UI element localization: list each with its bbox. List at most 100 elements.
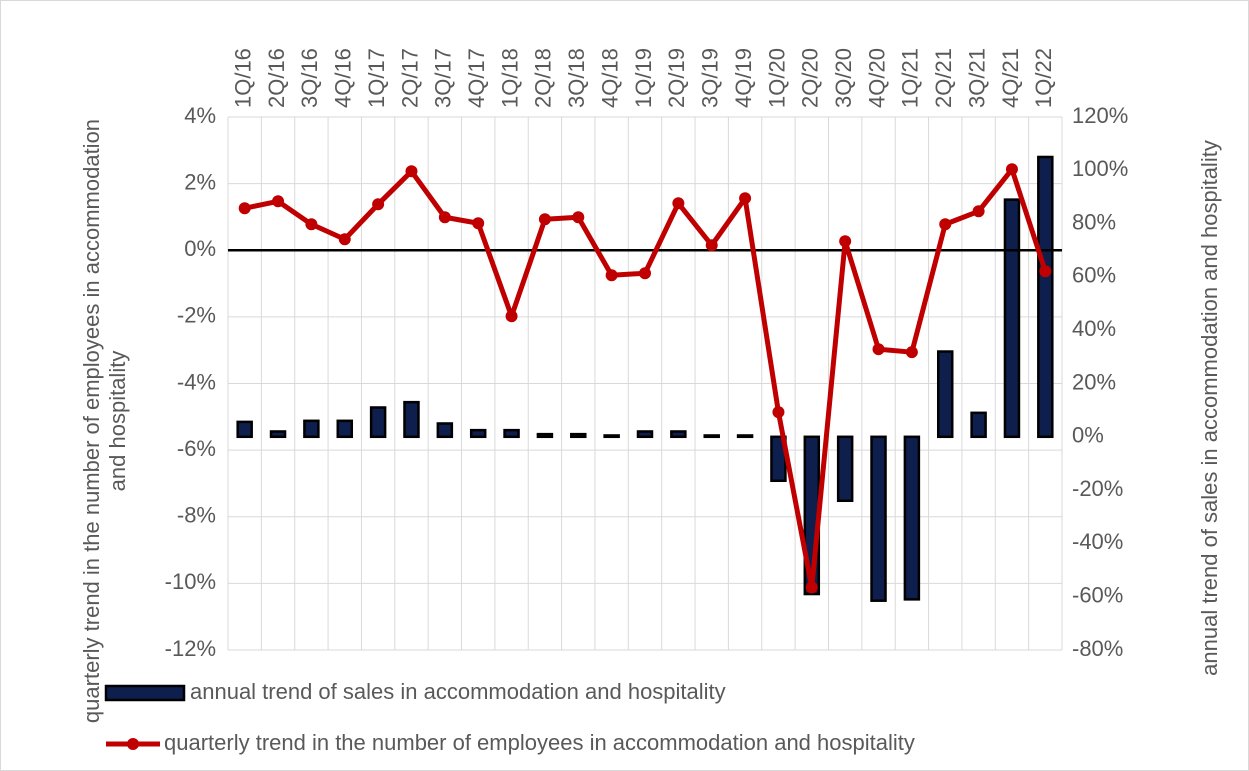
- line-marker: [805, 581, 818, 594]
- line-marker: [972, 205, 985, 218]
- y-tick-label: -10%: [165, 569, 216, 594]
- y2-tick-label: 80%: [1072, 209, 1116, 234]
- y2-tick-label: 20%: [1072, 369, 1116, 394]
- line-marker: [372, 198, 385, 211]
- bar: [603, 434, 620, 439]
- x-tick-label: 2Q/19: [664, 48, 689, 108]
- line-marker: [405, 165, 418, 178]
- x-tick-label: 1Q/19: [631, 48, 656, 108]
- x-tick-label: 4Q/16: [331, 48, 356, 108]
- line-marker: [905, 346, 918, 359]
- x-tick-label: 2Q/21: [931, 48, 956, 108]
- x-tick-label: 3Q/21: [964, 48, 989, 108]
- x-tick-label: 4Q/18: [597, 48, 622, 108]
- line-marker: [338, 233, 351, 246]
- x-tick-label: 3Q/16: [297, 48, 322, 108]
- x-tick-label: 1Q/18: [497, 48, 522, 108]
- y-tick-label: -12%: [165, 636, 216, 661]
- y2-tick-label: 0%: [1072, 423, 1104, 448]
- y2-tick-label: -80%: [1072, 636, 1123, 661]
- y2-tick-label: 40%: [1072, 316, 1116, 341]
- x-tick-label: 3Q/20: [831, 48, 856, 108]
- line-marker: [1039, 265, 1052, 278]
- x-tick-label: 3Q/18: [564, 48, 589, 108]
- bar: [936, 350, 954, 439]
- line-marker: [739, 192, 752, 205]
- legend-label: annual trend of sales in accommodation a…: [190, 679, 726, 704]
- x-tick-label: 1Q/22: [1031, 48, 1056, 108]
- bar: [703, 434, 720, 439]
- x-tick-label: 4Q/17: [464, 48, 489, 108]
- y2-tick-label: 120%: [1072, 103, 1128, 128]
- bar: [970, 411, 987, 439]
- line-marker: [872, 343, 885, 356]
- y2-tick-label: -60%: [1072, 583, 1123, 608]
- x-tick-label: 2Q/17: [397, 48, 422, 108]
- y2-tick-label: 100%: [1072, 156, 1128, 181]
- line-marker: [939, 218, 952, 231]
- legend-swatch-marker: [127, 738, 139, 750]
- y-tick-label: -4%: [177, 369, 216, 394]
- x-tick-label: 2Q/16: [264, 48, 289, 108]
- bar: [269, 430, 287, 439]
- y-tick-label: 2%: [184, 169, 216, 194]
- x-tick-label: 1Q/17: [364, 48, 389, 108]
- y2-tick-label: -20%: [1072, 476, 1123, 501]
- x-tick-label: 1Q/21: [898, 48, 923, 108]
- line-marker: [572, 211, 585, 224]
- bar: [570, 432, 587, 439]
- line-marker: [505, 310, 518, 323]
- y-tick-label: 4%: [184, 103, 216, 128]
- line-marker: [472, 217, 485, 230]
- line-marker: [772, 406, 785, 419]
- y-axis-label: quarterly trend in the number of employe…: [79, 118, 130, 724]
- line-marker: [639, 267, 651, 280]
- bar: [469, 428, 487, 439]
- line-marker: [438, 211, 451, 224]
- legend-swatch: [104, 684, 186, 702]
- bar: [236, 420, 253, 439]
- bar: [369, 406, 387, 439]
- line-marker: [538, 213, 551, 226]
- y-tick-label: 0%: [184, 236, 216, 261]
- bar: [1037, 155, 1054, 439]
- line-marker: [272, 195, 285, 208]
- line-marker: [238, 202, 251, 215]
- line-marker: [1005, 163, 1018, 176]
- line-marker: [705, 239, 718, 252]
- line-marker: [305, 218, 318, 231]
- y2-tick-label: 60%: [1072, 263, 1116, 288]
- bar: [636, 430, 654, 439]
- bar: [436, 422, 454, 439]
- x-tick-label: 3Q/19: [698, 48, 723, 108]
- bar: [903, 435, 921, 601]
- line-marker: [605, 269, 618, 282]
- x-tick-label: 2Q/18: [531, 48, 556, 108]
- y2-tick-label: -40%: [1072, 529, 1123, 554]
- bar: [870, 435, 887, 602]
- y-tick-label: -6%: [177, 436, 216, 461]
- x-tick-label: 3Q/17: [431, 48, 456, 108]
- y2-axis-label: annual trend of sales in accommodation a…: [1197, 140, 1222, 676]
- bar: [403, 400, 420, 439]
- y-tick-label: -2%: [177, 303, 216, 328]
- bar: [536, 432, 554, 439]
- bar: [736, 434, 754, 439]
- x-tick-label: 4Q/20: [864, 48, 889, 108]
- bar: [303, 419, 320, 439]
- x-tick-label: 1Q/20: [764, 48, 789, 108]
- line-marker: [672, 197, 685, 210]
- line-marker: [839, 235, 852, 248]
- bar: [503, 428, 520, 439]
- x-tick-label: 4Q/19: [731, 48, 756, 108]
- y-tick-label: -8%: [177, 503, 216, 528]
- bar: [836, 435, 854, 503]
- bar: [670, 430, 687, 439]
- x-tick-label: 2Q/20: [798, 48, 823, 108]
- x-tick-label: 1Q/16: [230, 48, 255, 108]
- bar: [336, 419, 354, 439]
- bar: [1003, 198, 1021, 439]
- legend-label: quarterly trend in the number of employe…: [164, 730, 915, 755]
